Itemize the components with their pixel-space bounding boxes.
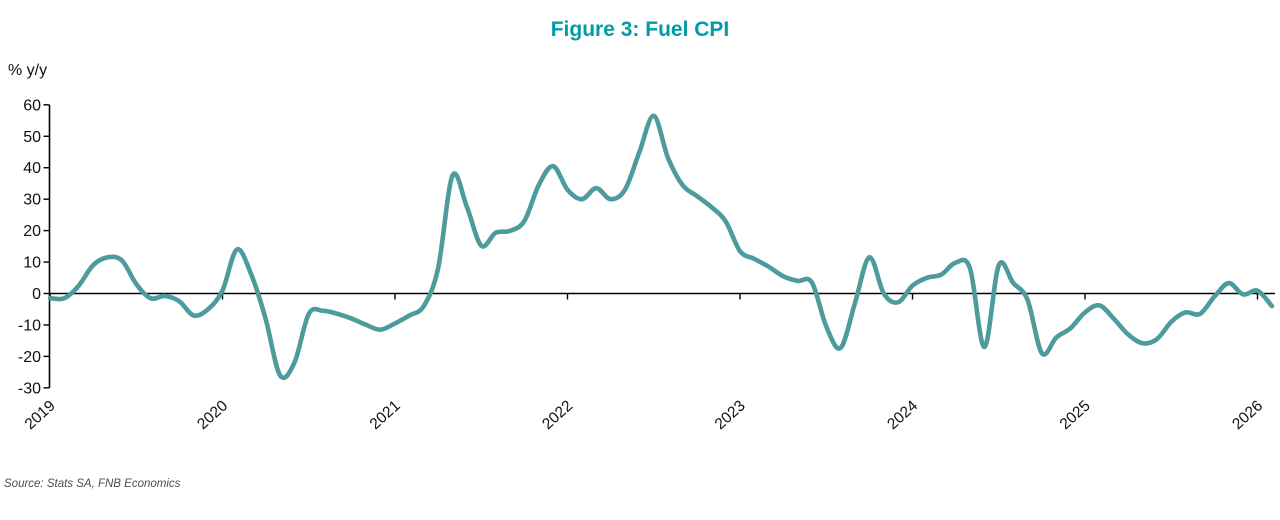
x-tick-label: 2023 <box>712 397 749 433</box>
x-tick-label: 2019 <box>22 397 59 433</box>
x-tick-label: 2022 <box>539 397 576 433</box>
x-tick-label: 2021 <box>367 397 404 433</box>
source-note: Source: Stats SA, FNB Economics <box>4 478 181 490</box>
fuel-cpi-series-line <box>47 113 1275 381</box>
y-tick-label: -10 <box>18 317 41 334</box>
x-tick-label: 2026 <box>1229 397 1266 433</box>
y-tick-label: 30 <box>23 192 41 209</box>
y-tick-label: 50 <box>23 129 41 146</box>
y-axis-unit-label: % y/y <box>8 62 48 79</box>
y-tick-label: 60 <box>23 97 41 114</box>
x-tick-label: 2024 <box>884 397 921 433</box>
y-tick-label: -30 <box>18 380 41 397</box>
x-tick-label: 2020 <box>194 397 231 433</box>
y-tick-label: -20 <box>18 349 41 366</box>
y-tick-label: 10 <box>23 255 41 272</box>
y-tick-label: 40 <box>23 160 41 177</box>
chart-title: Figure 3: Fuel CPI <box>550 18 730 41</box>
y-tick-label: 0 <box>32 286 41 303</box>
y-tick-label: 20 <box>23 223 41 240</box>
x-tick-label: 2025 <box>1057 397 1094 433</box>
